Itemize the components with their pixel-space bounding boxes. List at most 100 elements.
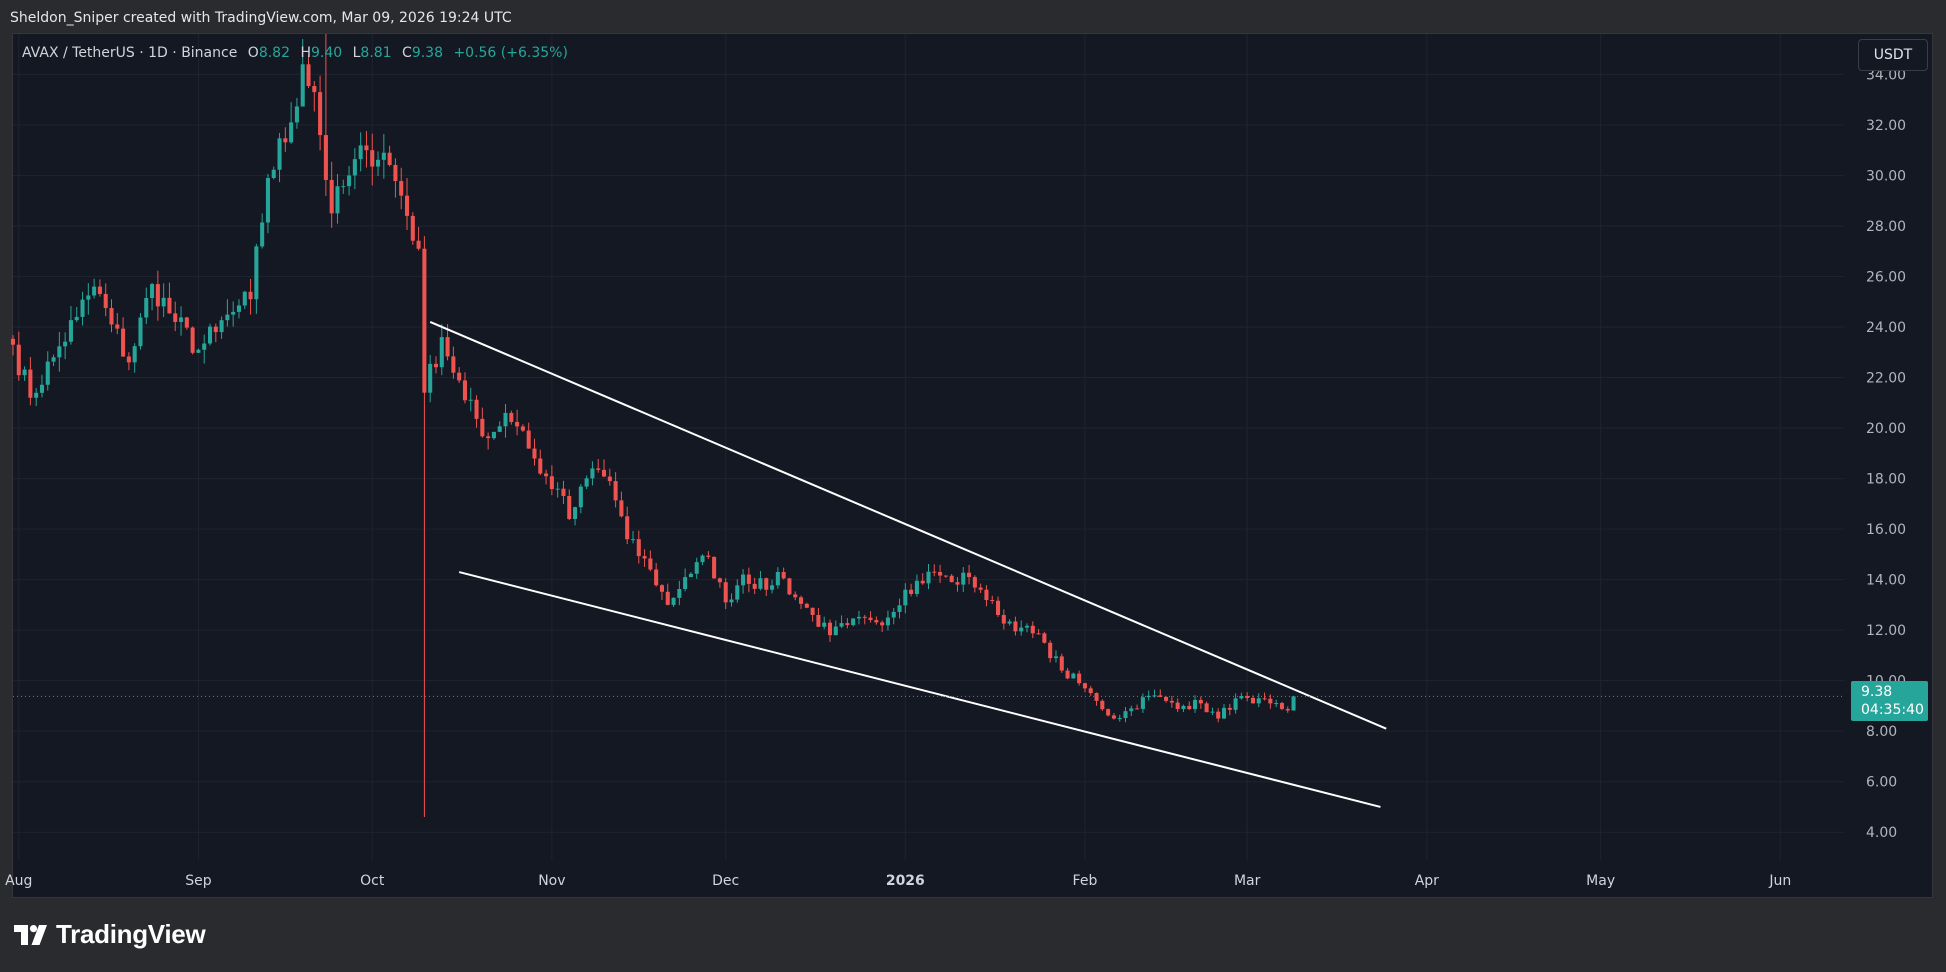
candle-body <box>1187 705 1192 710</box>
candle-body <box>984 589 989 601</box>
candle-body <box>683 577 688 589</box>
footer <box>0 898 1946 972</box>
candle-body <box>225 314 230 321</box>
candle-body <box>1013 621 1018 632</box>
candle-body <box>1030 625 1035 634</box>
candle-body <box>1065 670 1070 679</box>
price-tick-label: 28.00 <box>1866 219 1906 235</box>
candle-body <box>1274 703 1279 705</box>
candle-body <box>781 572 786 579</box>
tradingview-logo[interactable]: TradingView <box>14 919 206 950</box>
candle-body <box>706 555 711 557</box>
candle-body <box>1198 699 1203 704</box>
candle-body <box>688 573 693 578</box>
time-tick-label: Apr <box>1415 873 1439 889</box>
candle-body <box>115 324 120 329</box>
candle-body <box>816 614 821 627</box>
price-tick-label: 24.00 <box>1866 320 1906 336</box>
candle-body <box>236 305 242 312</box>
candle-body <box>735 585 740 600</box>
candle-body <box>34 392 39 398</box>
price-tick-label: 8.00 <box>1866 724 1897 740</box>
candle-body <box>1059 656 1064 671</box>
candle-body <box>659 585 664 592</box>
candle-body <box>468 399 473 401</box>
candle-body <box>787 578 792 595</box>
candle-body <box>856 616 861 619</box>
candle-body <box>1268 698 1273 704</box>
candle-body <box>1001 614 1006 624</box>
candle-body <box>196 349 201 353</box>
candle-body <box>173 313 178 322</box>
candle-body <box>497 426 502 432</box>
candle-body <box>167 297 172 314</box>
candle-body <box>839 623 844 627</box>
time-tick-label: Aug <box>5 873 32 889</box>
candle-body <box>613 481 618 501</box>
time-tick-label: Mar <box>1234 873 1261 889</box>
candle-body <box>1169 700 1174 703</box>
candle-body <box>480 418 485 437</box>
candle-body <box>955 582 960 585</box>
candle-body <box>306 64 311 86</box>
price-tick-label: 18.00 <box>1866 472 1906 488</box>
price-tick-label: 12.00 <box>1866 623 1906 639</box>
price-tick-label: 14.00 <box>1866 573 1906 589</box>
candle-body <box>150 284 155 299</box>
time-tick-label: Oct <box>360 873 385 889</box>
candle-body <box>1106 709 1111 716</box>
candle-body <box>880 622 885 626</box>
candle-body <box>312 85 317 93</box>
candle-body <box>874 620 879 623</box>
candle-body <box>347 175 352 187</box>
candle-body <box>677 588 682 598</box>
candle-body <box>63 341 68 347</box>
price-tick-label: 6.00 <box>1866 775 1897 791</box>
trendline-lower <box>458 571 1381 808</box>
tradingview-logo-text: TradingView <box>56 919 206 949</box>
candle-body <box>903 589 908 606</box>
candle-body <box>393 164 398 182</box>
candle-body <box>938 572 943 576</box>
candle-body <box>1181 705 1186 710</box>
candle-body <box>80 299 85 317</box>
candle-body <box>909 589 914 594</box>
candle-body <box>845 623 850 626</box>
price-axis: 34.00 32.00 30.00 28.00 26.00 24.00 22.00 20.00… <box>1866 67 1906 841</box>
candle-body <box>1250 697 1256 704</box>
candle-body <box>972 577 977 588</box>
candle-body <box>630 539 636 541</box>
price-tick-label: 34.00 <box>1866 67 1906 83</box>
candle-body <box>329 179 334 214</box>
time-tick-label: Dec <box>712 873 739 889</box>
candle-body <box>57 346 62 358</box>
candle-body <box>410 215 415 241</box>
candle-body <box>1094 693 1099 701</box>
candle-body <box>416 240 421 249</box>
trendlines <box>13 321 1844 808</box>
candle-body <box>862 616 867 618</box>
candle-body <box>741 574 746 586</box>
price-tick-label: 30.00 <box>1866 168 1906 184</box>
candle-body <box>22 369 27 376</box>
candle-body <box>132 346 137 363</box>
candle-body <box>833 626 838 636</box>
candle-body <box>654 569 659 586</box>
candle-body <box>376 159 381 167</box>
candle-body <box>126 356 131 363</box>
candle-body <box>1233 698 1238 710</box>
candle-body <box>967 572 972 578</box>
candle-body <box>561 488 566 496</box>
candle-body <box>1164 696 1169 701</box>
candle-body <box>1221 707 1227 719</box>
candle-body <box>1042 633 1047 643</box>
currency-button[interactable]: USDT <box>1858 39 1928 71</box>
high-value: 9.40 <box>310 45 343 61</box>
symbol-label[interactable]: AVAX / TetherUS · 1D · Binance <box>22 45 238 61</box>
candle-body <box>590 468 595 479</box>
change-value: +0.56 (+6.35%) <box>453 45 568 61</box>
symbol-legend: AVAX / TetherUS · 1D · Binance O8.82 H9.… <box>22 45 568 61</box>
candle-body <box>289 122 294 143</box>
candle-body <box>1024 625 1030 628</box>
